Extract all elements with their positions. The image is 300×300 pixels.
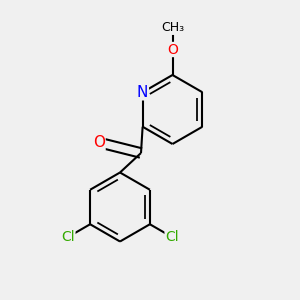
Text: CH₃: CH₃ (161, 21, 184, 34)
Text: N: N (137, 85, 148, 100)
Text: Cl: Cl (165, 230, 179, 244)
Text: O: O (167, 43, 178, 56)
Text: O: O (93, 135, 105, 150)
Text: Cl: Cl (61, 230, 75, 244)
